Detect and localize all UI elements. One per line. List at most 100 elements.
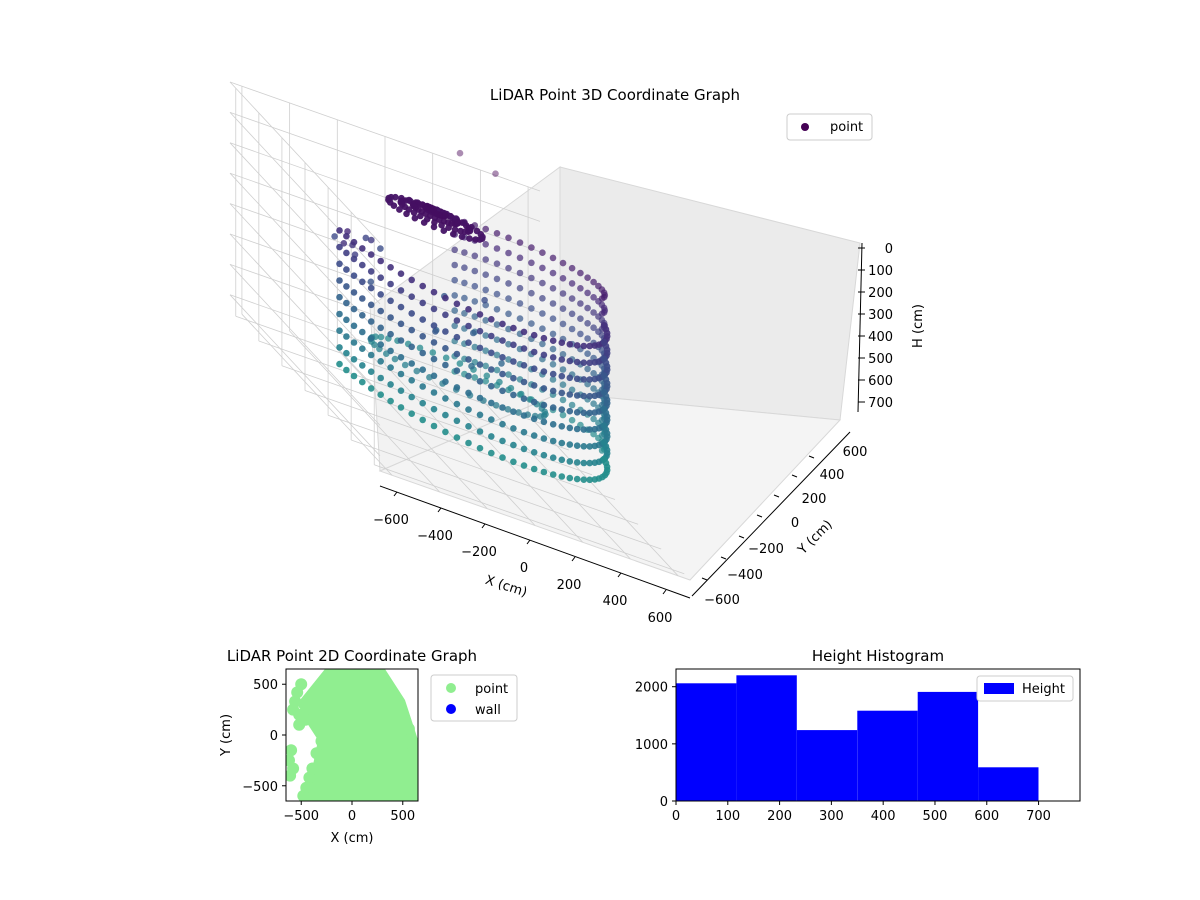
point-3d	[397, 354, 405, 361]
point-3d	[397, 303, 405, 311]
y-tick	[808, 455, 815, 459]
y-tick	[773, 494, 780, 498]
x-tick	[617, 572, 622, 578]
point-3d	[590, 309, 597, 316]
point-2d	[306, 762, 319, 775]
point-3d	[492, 170, 499, 177]
point-3d	[367, 334, 375, 342]
point-3d	[359, 295, 366, 302]
point-3d	[387, 280, 394, 288]
point-3d	[566, 374, 574, 382]
point-3d	[516, 254, 524, 262]
point-3d	[515, 409, 522, 416]
point-3d	[466, 235, 473, 242]
point-3d	[350, 322, 358, 330]
point-3d	[419, 349, 427, 357]
histogram-ytick-label: 0	[660, 795, 668, 810]
chart-2d-xtick-label: 500	[390, 809, 415, 824]
point-3d	[510, 324, 517, 332]
point-3d	[408, 310, 416, 317]
point-3d	[488, 399, 495, 407]
point-3d	[586, 443, 593, 450]
point-3d	[396, 206, 403, 213]
point-3d	[442, 361, 449, 369]
point-3d	[453, 434, 461, 441]
histogram-legend: Height	[976, 675, 1074, 702]
point-3d	[549, 269, 557, 277]
point-3d	[528, 244, 535, 251]
point-3d	[419, 282, 427, 290]
y-tick	[720, 556, 727, 560]
point-2d	[396, 739, 409, 752]
point-3d	[419, 333, 427, 340]
point-3d	[577, 300, 584, 307]
point-3d	[471, 374, 479, 381]
point-3d	[566, 341, 574, 348]
histogram-title: Height Histogram	[812, 647, 944, 665]
point-3d	[580, 342, 588, 350]
point-3d	[558, 406, 566, 413]
point-3d	[419, 366, 427, 374]
point-3d	[465, 356, 472, 363]
h-axis-label: H (cm)	[911, 304, 926, 348]
point-3d	[453, 367, 461, 375]
point-3d	[510, 425, 517, 432]
point-3d	[482, 332, 490, 339]
point-3d	[442, 328, 449, 335]
point-3d	[493, 321, 501, 328]
point-3d	[397, 287, 405, 294]
point-3d	[573, 375, 581, 383]
point-3d	[451, 322, 459, 330]
point-3d	[573, 409, 581, 416]
point-3d	[530, 331, 538, 339]
point-3d	[331, 233, 338, 240]
point-3d	[510, 374, 517, 382]
point-3d	[340, 240, 348, 247]
point-3d	[442, 395, 449, 402]
point-3d	[419, 399, 427, 407]
point-3d	[471, 343, 479, 351]
point-3d	[413, 367, 421, 375]
point-3d	[430, 288, 438, 296]
point-3d	[540, 435, 548, 442]
point-3d	[397, 337, 405, 344]
y-tick	[738, 535, 745, 539]
point-3d	[558, 356, 566, 363]
point-3d	[465, 306, 472, 313]
chart-3d: LiDAR Point 3D Coordinate Graph −600 −400…	[229, 81, 926, 626]
point-3d	[568, 310, 576, 318]
point-3d	[510, 441, 517, 449]
point-3d	[600, 322, 608, 329]
point-3d	[590, 370, 597, 377]
point-3d	[528, 305, 535, 312]
legend-3d-box	[786, 113, 873, 141]
point-3d	[600, 338, 608, 346]
y-tick	[791, 474, 798, 478]
point-3d	[505, 249, 512, 257]
point-3d	[558, 372, 566, 380]
point-3d	[483, 372, 491, 380]
point-3d	[566, 441, 574, 448]
grid-h-back	[229, 233, 541, 344]
point-3d	[419, 416, 427, 424]
y-tick	[756, 514, 763, 518]
point-3d	[377, 257, 385, 265]
point-3d	[430, 422, 438, 430]
point-3d	[530, 398, 538, 406]
legend-2d-wall-marker	[446, 704, 456, 714]
point-3d	[367, 278, 375, 286]
point-3d	[482, 256, 490, 263]
point-3d	[440, 227, 448, 234]
chart-2d: LiDAR Point 2D Coordinate Graph −500 0 500…	[219, 647, 518, 846]
point-3d	[539, 295, 546, 302]
point-3d	[573, 442, 581, 450]
h-tick-label: 500	[868, 352, 893, 367]
point-3d	[516, 269, 524, 277]
y-axis-line	[691, 431, 851, 597]
point-3d	[493, 260, 501, 268]
point-3d	[493, 230, 501, 237]
point-3d	[350, 305, 358, 313]
point-3d	[343, 283, 350, 290]
point-3d	[408, 360, 416, 367]
point-3d	[566, 407, 574, 415]
